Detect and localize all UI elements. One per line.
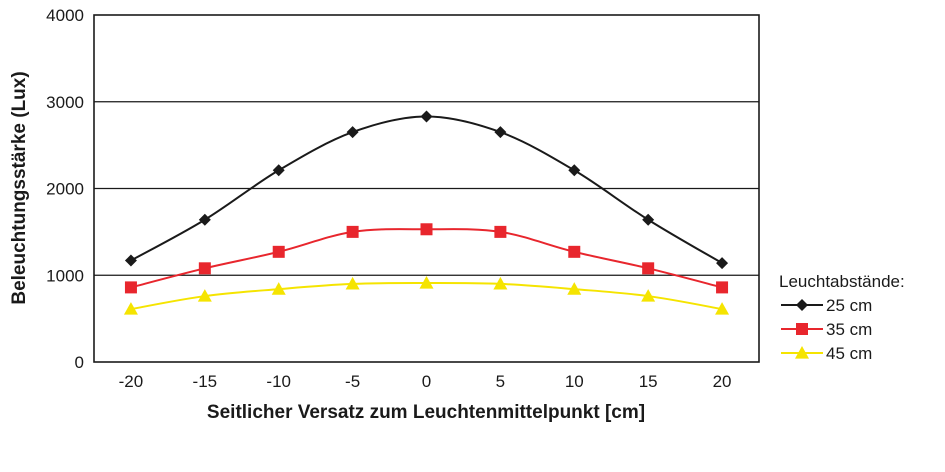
data-point: [123, 302, 138, 315]
y-axis-title: Beleuchtungsstärke (Lux): [9, 71, 30, 304]
data-point: [494, 225, 507, 238]
series-line: [130, 115, 723, 264]
data-point: [345, 276, 360, 290]
data-point: [124, 254, 137, 267]
x-tick-label: -20: [119, 372, 144, 391]
data-point: [198, 213, 211, 226]
series-25-cm: [124, 110, 729, 270]
data-point: [642, 213, 655, 226]
data-point: [716, 281, 729, 294]
data-point: [198, 262, 211, 275]
series-35-cm: [124, 223, 729, 294]
legend-entry: 35 cm: [781, 320, 872, 339]
legend: Leuchtabstände: 25 cm 35 cm 45 cm: [779, 272, 905, 363]
data-point: [346, 126, 359, 139]
data-point: [568, 164, 581, 177]
y-tick-label: 1000: [46, 266, 84, 285]
y-tick-labels: 0 1000 2000 3000 4000: [46, 6, 84, 372]
y-tick-label: 3000: [46, 93, 84, 112]
legend-marker: [796, 299, 808, 311]
data-point: [197, 289, 212, 302]
data-point: [641, 289, 656, 302]
data-point: [715, 302, 730, 315]
y-tick-label: 4000: [46, 6, 84, 25]
x-tick-label: -15: [193, 372, 218, 391]
legend-entry: 45 cm: [781, 344, 872, 363]
data-point: [272, 245, 285, 258]
y-tick-label: 0: [75, 353, 84, 372]
x-tick-label: 5: [496, 372, 505, 391]
x-tick-label: -10: [266, 372, 291, 391]
x-tick-label: 0: [422, 372, 431, 391]
data-point: [346, 225, 359, 238]
data-point: [568, 245, 581, 258]
x-tick-labels: -20 -15 -10 -5 0 5 10 15 20: [119, 372, 732, 391]
legend-label: 35 cm: [826, 320, 872, 339]
data-point: [420, 110, 433, 123]
x-tick-label: -5: [345, 372, 360, 391]
data-point: [420, 223, 433, 236]
legend-marker: [795, 346, 809, 359]
data-point: [716, 257, 729, 270]
data-point: [124, 281, 137, 294]
x-tick-label: 15: [639, 372, 658, 391]
plot-frame: [93, 14, 760, 363]
series-group: [123, 110, 730, 315]
grid-lines: [94, 101, 759, 276]
legend-label: 25 cm: [826, 296, 872, 315]
data-point: [272, 164, 285, 177]
x-tick-label: 10: [565, 372, 584, 391]
data-point: [642, 262, 655, 275]
series-45-cm: [123, 276, 730, 315]
legend-entry: 25 cm: [781, 296, 872, 315]
data-point: [494, 126, 507, 139]
data-point: [493, 276, 508, 290]
data-point: [567, 282, 582, 295]
x-tick-label: 20: [713, 372, 732, 391]
data-point: [419, 276, 434, 289]
data-point: [271, 282, 286, 295]
legend-title: Leuchtabstände:: [779, 272, 905, 291]
legend-marker: [796, 323, 808, 335]
y-tick-label: 2000: [46, 180, 84, 199]
x-axis-title: Seitlicher Versatz zum Leuchtenmittelpun…: [207, 402, 645, 423]
legend-label: 45 cm: [826, 344, 872, 363]
